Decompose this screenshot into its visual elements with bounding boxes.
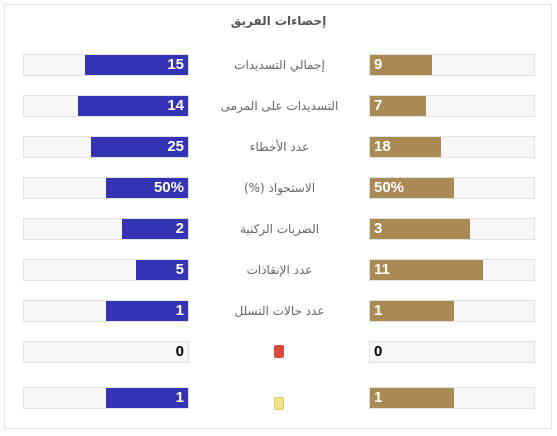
right-team-fill [370, 55, 433, 75]
right-team-fill [370, 219, 471, 239]
left-team-fill [78, 96, 188, 116]
stat-label: التسديدات على المرمى [220, 99, 339, 113]
left-team-value: 15 [167, 56, 184, 73]
right-team-value: 50% [374, 179, 405, 196]
stat-row-shots-on-target: 14 التسديدات على المرمى 7 [0, 95, 557, 117]
right-team-bar: 18 [369, 136, 535, 158]
right-team-bar: 11 [369, 259, 535, 281]
left-team-bar: 25 [23, 136, 189, 158]
left-team-value: 50% [153, 179, 184, 196]
right-team-bar: 1 [369, 300, 535, 322]
left-team-fill [135, 260, 188, 280]
right-team-value: 9 [374, 56, 383, 73]
right-team-fill [370, 388, 454, 408]
left-team-fill [106, 178, 188, 198]
stat-row-fouls: 25 عدد الأخطاء 18 [0, 136, 557, 158]
left-team-bar: 14 [23, 95, 189, 117]
left-team-fill [106, 301, 188, 321]
right-team-value: 18 [374, 138, 391, 155]
panel-title: إحصاءات الفريق [230, 14, 327, 28]
right-team-value: 11 [374, 261, 390, 278]
stat-label: عدد الإنقاذات [246, 263, 313, 277]
stat-label: عدد الأخطاء [249, 140, 310, 154]
right-team-fill [370, 96, 426, 116]
yellow-card-icon [274, 397, 284, 410]
left-team-bar: 5 [23, 259, 189, 281]
left-team-fill [106, 388, 188, 408]
stat-row-saves: 5 عدد الإنقاذات 11 [0, 259, 557, 281]
right-team-bar: 50% [369, 177, 535, 199]
stat-label: الضربات الركنية [239, 222, 320, 236]
left-team-value: 0 [175, 343, 184, 360]
right-team-value: 0 [374, 343, 383, 360]
left-team-value: 5 [175, 261, 184, 278]
right-team-bar: 9 [369, 54, 535, 76]
stat-row-offsides: 1 عدد حالات التسلل 1 [0, 300, 557, 322]
right-team-fill [370, 301, 454, 321]
stat-row-total-shots: 15 إجمالي التسديدات 9 [0, 54, 557, 76]
red-card-icon [274, 345, 284, 358]
stat-label: عدد حالات التسلل [234, 304, 325, 318]
left-team-bar: 50% [23, 177, 189, 199]
left-team-value: 1 [175, 302, 184, 319]
right-team-bar: 1 [369, 387, 535, 409]
right-team-value: 1 [374, 302, 383, 319]
stat-row-possession: 50% الاستحواذ (%) 50% [0, 177, 557, 199]
right-team-fill [370, 137, 441, 157]
right-team-value: 3 [374, 220, 383, 237]
right-team-bar: 0 [369, 341, 535, 363]
left-team-bar: 2 [23, 218, 189, 240]
left-team-bar: 15 [23, 54, 189, 76]
left-team-fill [91, 137, 188, 157]
stat-row-yellow-cards: 1 1 [0, 387, 557, 410]
right-team-value: 1 [374, 389, 383, 406]
stat-label: إجمالي التسديدات [234, 58, 325, 72]
left-team-value: 14 [167, 97, 184, 114]
stat-label: الاستحواذ (%) [243, 181, 316, 195]
right-team-fill [370, 260, 484, 280]
left-team-bar: 1 [23, 300, 189, 322]
left-team-bar: 0 [23, 341, 189, 363]
left-team-value: 1 [175, 389, 184, 406]
right-team-bar: 7 [369, 95, 535, 117]
right-team-bar: 3 [369, 218, 535, 240]
left-team-value: 2 [175, 220, 184, 237]
left-team-bar: 1 [23, 387, 189, 409]
left-team-value: 25 [167, 138, 184, 155]
right-team-fill [370, 178, 454, 198]
left-team-fill [122, 219, 188, 239]
stat-row-red-cards: 0 0 [0, 341, 557, 363]
stat-row-corners: 2 الضربات الركنية 3 [0, 218, 557, 240]
right-team-value: 7 [374, 97, 383, 114]
left-team-fill [84, 55, 188, 75]
